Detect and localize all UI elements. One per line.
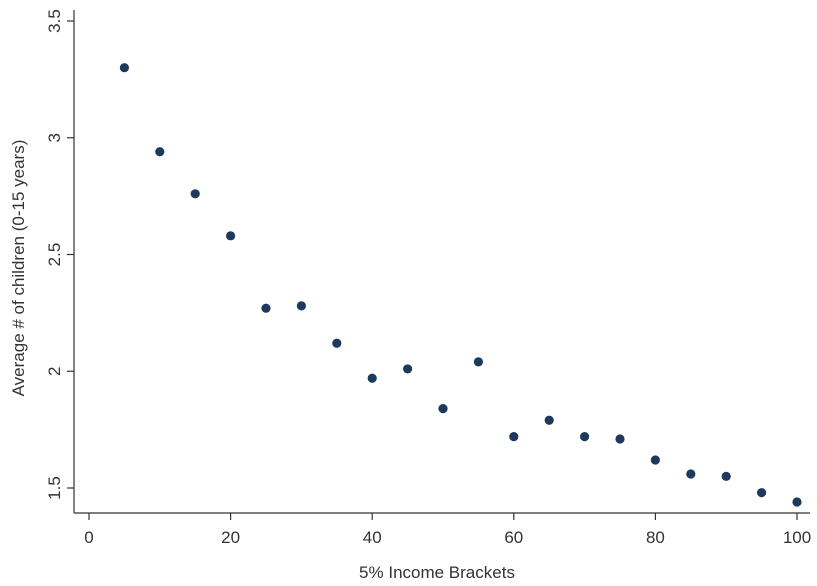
data-point	[332, 338, 342, 348]
data-point	[296, 301, 306, 311]
data-point	[686, 469, 696, 479]
x-tick-label: 20	[221, 528, 240, 547]
data-point	[615, 434, 625, 444]
data-point	[226, 231, 236, 241]
x-axis-ticks: 0 20 40 60 80 100	[84, 513, 811, 547]
y-tick-label: 3	[45, 133, 64, 142]
data-point	[403, 364, 413, 374]
x-axis-title: 5% Income Brackets	[359, 563, 515, 582]
x-tick-label: 100	[783, 528, 811, 547]
x-tick-label: 40	[363, 528, 382, 547]
data-point	[261, 303, 271, 313]
x-tick-label: 60	[504, 528, 523, 547]
y-tick-label: 2	[45, 367, 64, 376]
data-point	[367, 373, 377, 383]
y-axis-title: Average # of children (0-15 years)	[9, 140, 28, 397]
data-point	[721, 471, 731, 481]
x-tick-label: 0	[84, 528, 93, 547]
data-point	[650, 455, 661, 465]
data-point	[119, 63, 129, 73]
data-point	[792, 497, 802, 507]
y-axis-ticks: 1.5 2 2.5 3 3.5	[45, 9, 74, 500]
data-point	[509, 432, 519, 442]
data-point	[580, 432, 590, 442]
x-tick-label: 80	[646, 528, 665, 547]
plot-area	[119, 63, 802, 507]
data-point	[544, 415, 554, 425]
y-tick-label: 3.5	[45, 9, 64, 33]
y-tick-label: 2.5	[45, 243, 64, 267]
data-point	[473, 357, 483, 367]
y-tick-label: 1.5	[45, 476, 64, 500]
data-point	[438, 404, 448, 414]
data-point	[155, 147, 165, 157]
data-point	[757, 488, 767, 498]
data-point	[190, 189, 200, 199]
